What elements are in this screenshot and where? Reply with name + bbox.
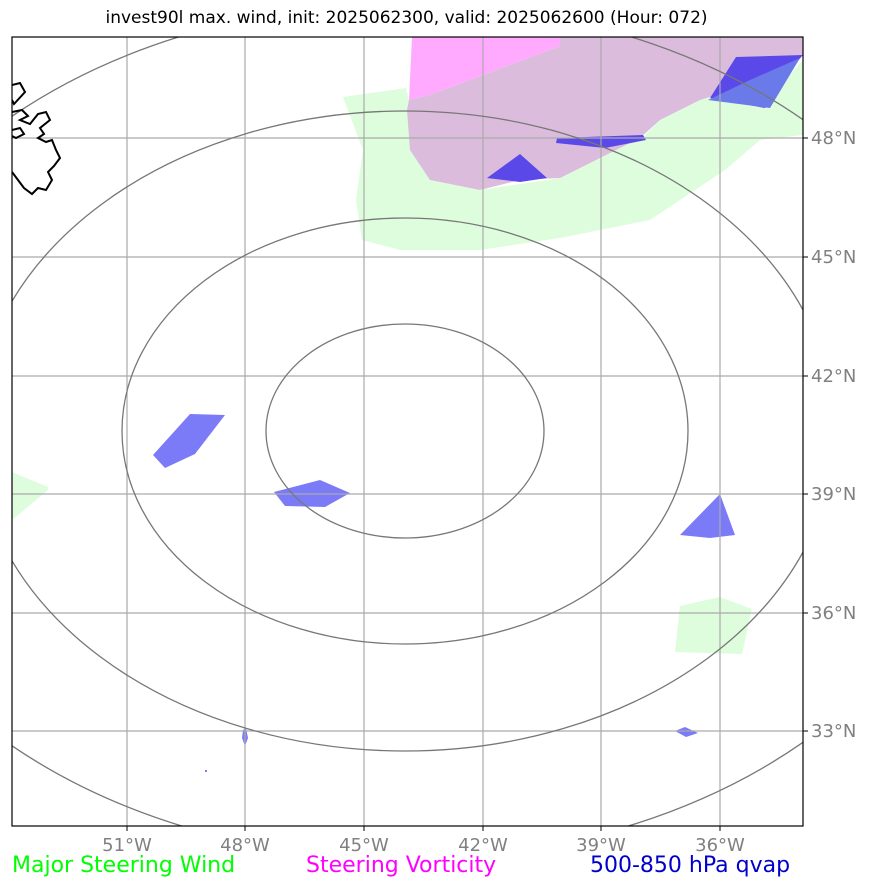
vorticity-overlap-area: [407, 37, 803, 190]
coastline: [12, 81, 62, 196]
lon-tick-label: 51°W: [102, 835, 152, 856]
qvap-area: [153, 414, 225, 468]
lat-tick-label: 36°N: [811, 603, 856, 624]
range-rings: [12, 37, 803, 826]
range-ring: [265, 323, 545, 539]
lat-tick-label: 42°N: [811, 366, 856, 387]
map-title: invest90l max. wind, init: 2025062300, v…: [105, 8, 708, 28]
qvap-area: [708, 58, 800, 108]
lat-tick-label: 45°N: [811, 247, 856, 268]
lon-tick-label: 42°W: [458, 835, 508, 856]
steering-wind-area: [343, 60, 803, 250]
lat-tick-label: 48°N: [811, 128, 856, 149]
gridlines: [12, 37, 803, 826]
range-ring: [121, 217, 689, 645]
tick-marks: [126, 137, 808, 831]
qvap-area: [487, 154, 547, 182]
legend-steering-vorticity: Steering Vorticity: [306, 853, 497, 878]
lat-tick-label: 33°N: [811, 721, 856, 742]
steering-wind-area: [675, 597, 752, 654]
lon-tick-label: 39°W: [576, 835, 626, 856]
legend-steering-wind: Major Steering Wind: [12, 853, 236, 878]
lon-tick-label: 45°W: [339, 835, 389, 856]
lat-tick-label: 39°N: [811, 484, 856, 505]
qvap-area: [680, 494, 735, 538]
vorticity-area: [409, 37, 560, 100]
qvap-area: [205, 770, 207, 772]
map-frame: [11, 36, 804, 827]
range-ring: [12, 110, 803, 752]
steering-wind-area: [12, 472, 48, 520]
legend-qvap: 500-850 hPa qvap: [590, 853, 791, 878]
lon-tick-label: 48°W: [220, 835, 270, 856]
qvap-area: [675, 727, 698, 737]
lon-tick-label: 36°W: [695, 835, 745, 856]
